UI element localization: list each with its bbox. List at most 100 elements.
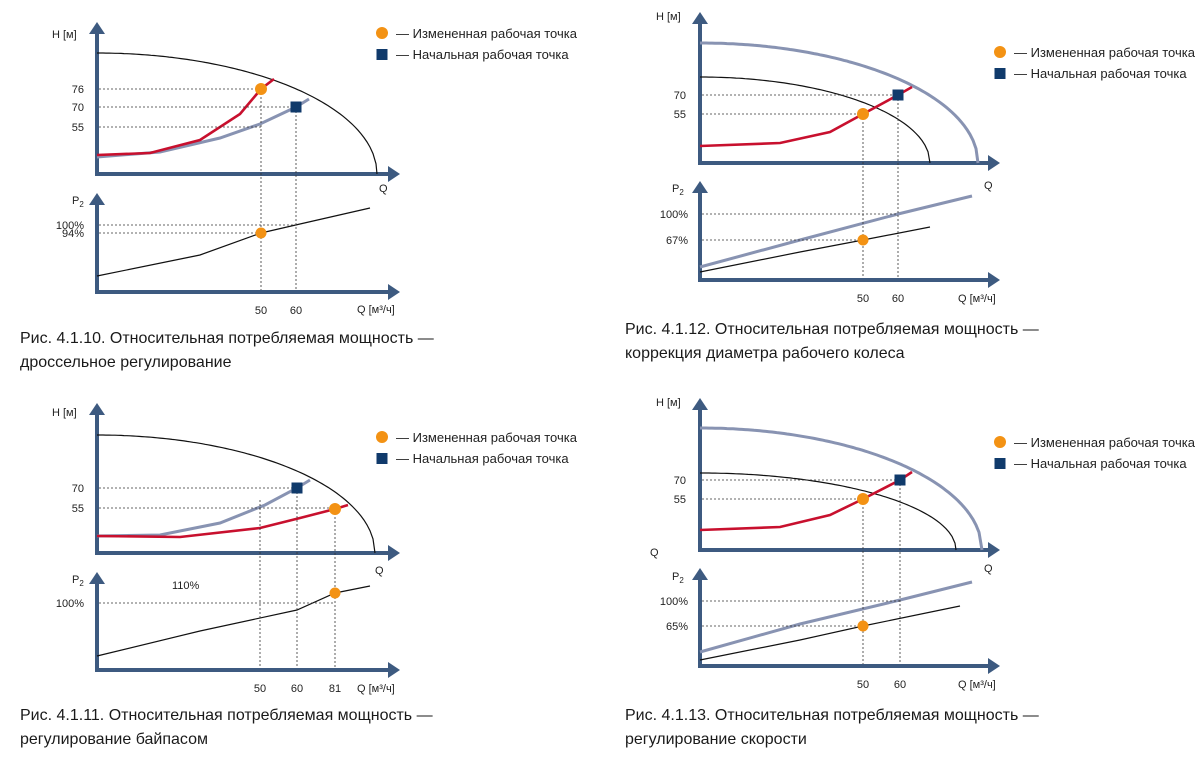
changed-power-point bbox=[857, 620, 869, 632]
power-tick-label: 100% bbox=[56, 220, 84, 232]
power-tick-label: 67% bbox=[666, 235, 688, 247]
power-tick-label: 100% bbox=[660, 209, 688, 221]
power-curve-initial bbox=[699, 194, 973, 269]
head-tick-label: 70 bbox=[72, 102, 84, 114]
legend: — Измененная рабочая точка — Начальная ра… bbox=[994, 45, 1196, 81]
pump-curve-reduced bbox=[700, 472, 957, 551]
head-axis-label: H [м] bbox=[656, 397, 681, 409]
pump-curve bbox=[97, 52, 378, 175]
axis-arrow bbox=[388, 284, 400, 300]
figure-caption-line1: Рис. 4.1.13. Относительная потребляемая … bbox=[625, 707, 1039, 724]
system-curve-changed bbox=[699, 470, 913, 532]
head-tick-label: 55 bbox=[674, 494, 686, 506]
q-axis-label: Q bbox=[984, 563, 993, 575]
q-axis-label: Q bbox=[379, 183, 388, 195]
power-curve-initial bbox=[699, 580, 973, 654]
flow-tick-label: 50 bbox=[255, 305, 267, 317]
pump-curve-reduced bbox=[700, 76, 931, 164]
axis-arrow bbox=[89, 572, 105, 584]
flow-axis-label: Q [м³/ч] bbox=[357, 683, 395, 695]
power-curve bbox=[96, 585, 371, 657]
figure-caption-line2: регулирование скорости bbox=[625, 731, 807, 748]
flow-axis-label: Q [м³/ч] bbox=[357, 304, 395, 316]
flow-tick-label: 60 bbox=[894, 679, 906, 691]
head-axis-label: H [м] bbox=[656, 11, 681, 23]
legend-changed-label: — Измененная рабочая точка bbox=[396, 26, 578, 41]
legend-initial-label: — Начальная рабочая точка bbox=[1014, 66, 1187, 81]
system-curve-initial bbox=[96, 97, 310, 159]
axis-arrow bbox=[388, 166, 400, 182]
legend: — Измененная рабочая точка — Начальная ра… bbox=[376, 430, 578, 466]
flow-tick-label: 60 bbox=[291, 683, 303, 695]
figure-caption-line2: регулирование байпасом bbox=[20, 731, 208, 748]
head-tick-label: 55 bbox=[674, 109, 686, 121]
changed-operating-point bbox=[857, 493, 869, 505]
power-axis-label-subscript: 2 bbox=[79, 200, 84, 209]
chart-4-1-11: H [м] Q P2 Q [м³/ч] 70 55 100% 50 60 81 110% — Изме… bbox=[20, 403, 578, 748]
changed-power-point bbox=[329, 587, 341, 599]
power-axis-label: P2 bbox=[72, 195, 84, 209]
figure-caption-line2: дроссельное регулирование bbox=[20, 354, 232, 371]
flow-tick-label: 81 bbox=[329, 683, 341, 695]
power-axis-label-subscript: 2 bbox=[679, 576, 684, 585]
q-axis-label: Q bbox=[375, 565, 384, 577]
head-tick-label: 76 bbox=[72, 84, 84, 96]
flow-axis-label: Q [м³/ч] bbox=[958, 679, 996, 691]
q-inline-label: Q bbox=[650, 547, 659, 559]
legend-changed-label: — Измененная рабочая точка bbox=[396, 430, 578, 445]
power-tick-label: 65% bbox=[666, 621, 688, 633]
axis-arrow bbox=[692, 398, 708, 410]
legend-changed-marker bbox=[994, 46, 1006, 58]
legend-initial-marker bbox=[994, 458, 1006, 469]
flow-tick-label: 50 bbox=[254, 683, 266, 695]
figure-caption-line2: коррекция диаметра рабочего колеса bbox=[625, 345, 905, 362]
power-tick-label: 94% bbox=[62, 228, 84, 240]
power-curve bbox=[699, 605, 961, 661]
pump-curve-initial bbox=[700, 426, 984, 551]
power-tick-label: 100% bbox=[660, 596, 688, 608]
changed-power-point bbox=[857, 234, 869, 246]
axis-arrow bbox=[388, 545, 400, 561]
power-axis-label: P2 bbox=[672, 183, 684, 197]
changed-power-point bbox=[255, 227, 267, 239]
figure-caption-line1: Рис. 4.1.10. Относительная потребляемая … bbox=[20, 330, 434, 347]
legend-changed-marker bbox=[376, 431, 388, 443]
flow-tick-label: 50 bbox=[857, 293, 869, 305]
legend-changed-label: — Измененная рабочая точка bbox=[1014, 45, 1196, 60]
flow-tick-label: 60 bbox=[892, 293, 904, 305]
pump-curve-initial bbox=[700, 41, 980, 164]
q-axis-label: Q bbox=[984, 180, 993, 192]
legend: — Измененная рабочая точка — Начальная ра… bbox=[994, 435, 1196, 471]
pump-curve bbox=[97, 434, 376, 554]
legend: — Измененная рабочая точка — Начальная ра… bbox=[376, 26, 578, 62]
legend-initial-marker bbox=[376, 453, 388, 464]
axis-arrow bbox=[988, 272, 1000, 288]
power-tick-label: 100% bbox=[56, 598, 84, 610]
chart-4-1-10: H [м] Q P2 Q [м³/ч] 76 70 55 100%94% 50 60 — Измен… bbox=[20, 22, 578, 371]
head-tick-label: 55 bbox=[72, 503, 84, 515]
head-tick-label: 70 bbox=[674, 90, 686, 102]
changed-operating-point bbox=[857, 108, 869, 120]
system-curve-changed bbox=[699, 85, 913, 148]
power-axis-label: P2 bbox=[72, 574, 84, 588]
axis-arrow bbox=[89, 22, 105, 34]
axis-arrow bbox=[692, 181, 708, 193]
legend-changed-marker bbox=[994, 436, 1006, 448]
head-tick-label: 55 bbox=[72, 122, 84, 134]
axis-arrow bbox=[89, 193, 105, 205]
axis-arrow bbox=[388, 662, 400, 678]
initial-operating-point bbox=[291, 482, 303, 494]
legend-initial-label: — Начальная рабочая точка bbox=[1014, 456, 1187, 471]
chart-4-1-12: H [м] Q P2 Q [м³/ч] 70 55 100% 67% 50 60 — Изменен… bbox=[625, 11, 1196, 362]
axis-arrow bbox=[692, 568, 708, 580]
initial-operating-point bbox=[894, 474, 906, 486]
power-axis-label-subscript: 2 bbox=[79, 579, 84, 588]
legend-changed-marker bbox=[376, 27, 388, 39]
head-axis-label: H [м] bbox=[52, 29, 77, 41]
legend-initial-label: — Начальная рабочая точка bbox=[396, 47, 569, 62]
flow-tick-label: 50 bbox=[857, 679, 869, 691]
legend-changed-label: — Измененная рабочая точка bbox=[1014, 435, 1196, 450]
head-axis-label: H [м] bbox=[52, 407, 77, 419]
axis-arrow bbox=[988, 658, 1000, 674]
